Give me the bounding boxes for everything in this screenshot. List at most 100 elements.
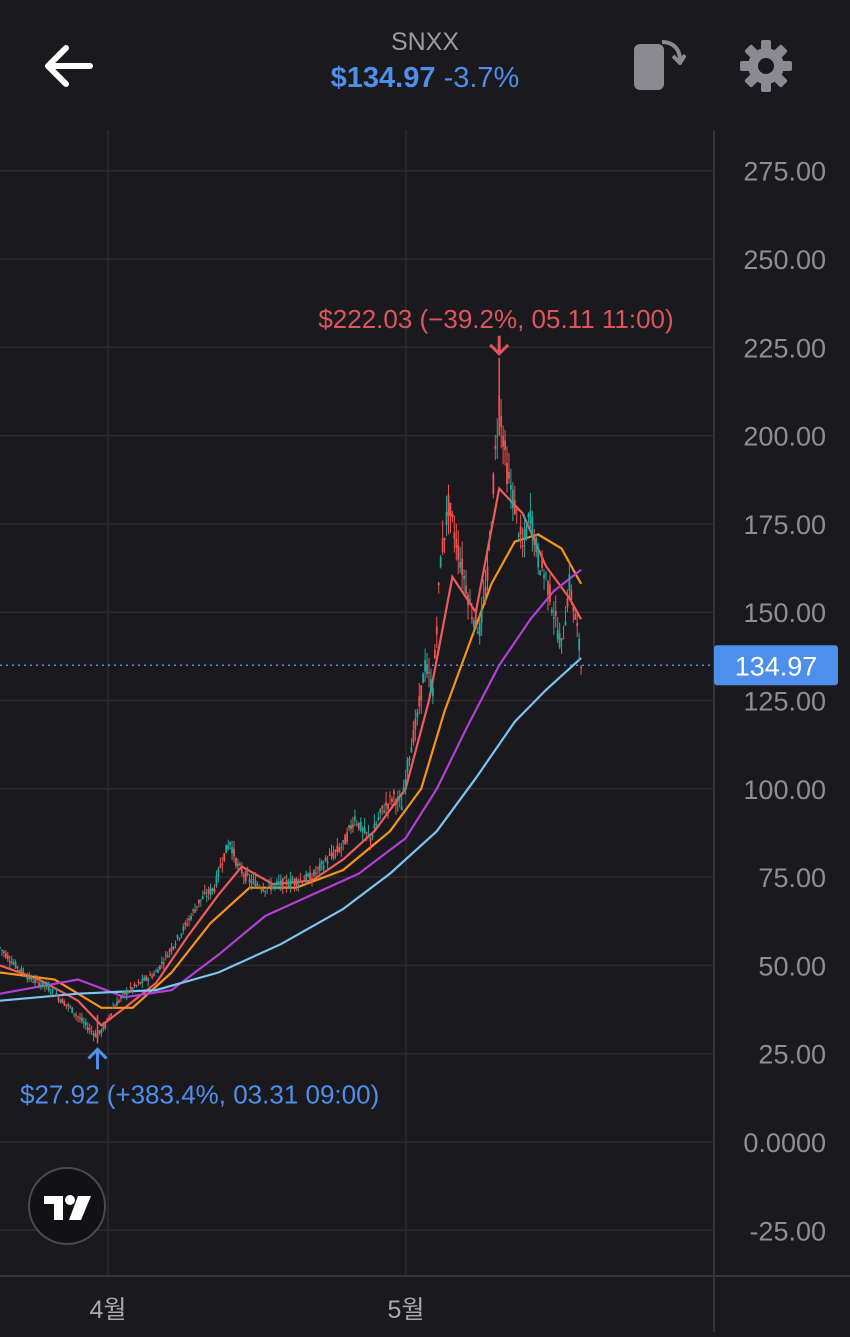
- candle-body: [508, 471, 510, 479]
- candle-body: [426, 664, 428, 675]
- candle-body: [363, 827, 366, 834]
- candle-body: [90, 1030, 93, 1032]
- candle-body: [104, 1023, 107, 1028]
- candle-body: [394, 800, 397, 806]
- candle-body: [279, 880, 282, 886]
- candle-body: [164, 954, 167, 956]
- candle-body: [387, 803, 389, 809]
- candle-body: [135, 985, 138, 987]
- candle-body: [186, 923, 189, 926]
- y-tick-label: 100.00: [743, 775, 826, 805]
- candle-body: [400, 806, 403, 811]
- candle-body: [110, 1013, 113, 1016]
- candle-body: [502, 436, 504, 447]
- candle-body: [57, 997, 60, 1001]
- candle-body: [433, 649, 436, 658]
- candle-body: [367, 833, 370, 835]
- candle-body: [494, 445, 497, 449]
- candle-body: [61, 998, 64, 1004]
- candle-body: [447, 494, 450, 517]
- candle-body: [51, 989, 54, 991]
- candle-body: [541, 557, 543, 568]
- candle-body: [168, 949, 171, 952]
- candle-body: [525, 527, 528, 539]
- settings-button[interactable]: [736, 36, 796, 96]
- candle-body: [474, 611, 477, 626]
- candle-body: [84, 1021, 87, 1026]
- candle-body: [114, 1006, 116, 1008]
- candle-body: [22, 971, 25, 974]
- candle-body: [549, 584, 551, 603]
- candle-body: [313, 870, 315, 876]
- symbol-title: SNXX: [390, 28, 460, 56]
- candle-body: [373, 823, 376, 829]
- y-tick-label: 50.00: [758, 951, 826, 981]
- y-tick-label: 125.00: [743, 687, 826, 717]
- candle-body: [506, 463, 508, 484]
- candle-body: [4, 953, 7, 958]
- candle-body: [266, 887, 269, 890]
- candle-body: [256, 884, 259, 886]
- candle-body: [521, 544, 524, 547]
- candle-body: [215, 875, 218, 886]
- candle-body: [155, 971, 157, 973]
- candle-body: [162, 962, 165, 964]
- candle-body: [276, 881, 278, 883]
- chart-svg[interactable]: 275.00 250.00 225.00 200.00 175.00 150.00 125.…: [0, 120, 850, 1332]
- candle-body: [36, 979, 38, 981]
- candle-body: [472, 619, 475, 627]
- low-annotation: $27.92 (+383.4%, 03.31 09:00): [20, 1079, 379, 1109]
- candle-body: [556, 630, 559, 640]
- candle-body: [238, 863, 241, 865]
- rotate-screen-button[interactable]: [628, 36, 687, 94]
- price-quote: $134.97 -3.7%: [0, 62, 850, 95]
- candle-body: [176, 934, 179, 939]
- candle-body: [558, 633, 561, 648]
- price-chart[interactable]: 275.00 250.00 225.00 200.00 175.00 150.00 125.…: [0, 120, 850, 1332]
- candle-body: [437, 582, 440, 586]
- candle-body: [381, 805, 384, 809]
- candle-body: [346, 832, 348, 842]
- candle-body: [194, 909, 196, 913]
- candle-body: [568, 574, 571, 591]
- y-tick-label: 150.00: [743, 598, 826, 628]
- y-tick-label: 0.0000: [743, 1128, 826, 1158]
- candle-body: [432, 688, 434, 697]
- candle-body: [8, 961, 11, 963]
- candle-body: [550, 609, 553, 613]
- candle-body: [289, 878, 292, 886]
- candle-body: [510, 484, 512, 490]
- candle-body: [121, 992, 124, 994]
- candle-body: [192, 909, 194, 911]
- candle-body: [326, 861, 329, 864]
- candle-body: [439, 556, 442, 568]
- candle-body: [414, 719, 417, 730]
- candle-body: [307, 874, 309, 877]
- candle-body: [379, 808, 382, 813]
- candle-body: [75, 1014, 77, 1016]
- candle-body: [203, 891, 206, 894]
- candle-body: [287, 885, 290, 887]
- candle-body: [262, 888, 265, 891]
- chart-header: SNXX $134.97 -3.7%: [0, 0, 850, 120]
- candle-body: [12, 962, 15, 964]
- candle-body: [174, 943, 177, 946]
- candle-body: [71, 1007, 74, 1013]
- candle-body: [118, 1000, 120, 1003]
- back-button[interactable]: [40, 40, 96, 92]
- candle-body: [246, 873, 249, 875]
- candle-body: [3, 951, 5, 953]
- candle-body: [88, 1027, 91, 1030]
- candle-body: [182, 926, 185, 931]
- candle-body: [235, 858, 237, 866]
- tradingview-logo-button[interactable]: [28, 1167, 106, 1245]
- candle-body: [332, 853, 335, 858]
- candle-body: [344, 834, 347, 845]
- candle-body: [340, 847, 343, 849]
- candle-body: [515, 509, 518, 511]
- candle-body: [274, 883, 276, 885]
- candle-body: [106, 1018, 109, 1021]
- candle-body: [10, 961, 13, 964]
- candle-body: [184, 922, 187, 925]
- candle-body: [242, 874, 245, 877]
